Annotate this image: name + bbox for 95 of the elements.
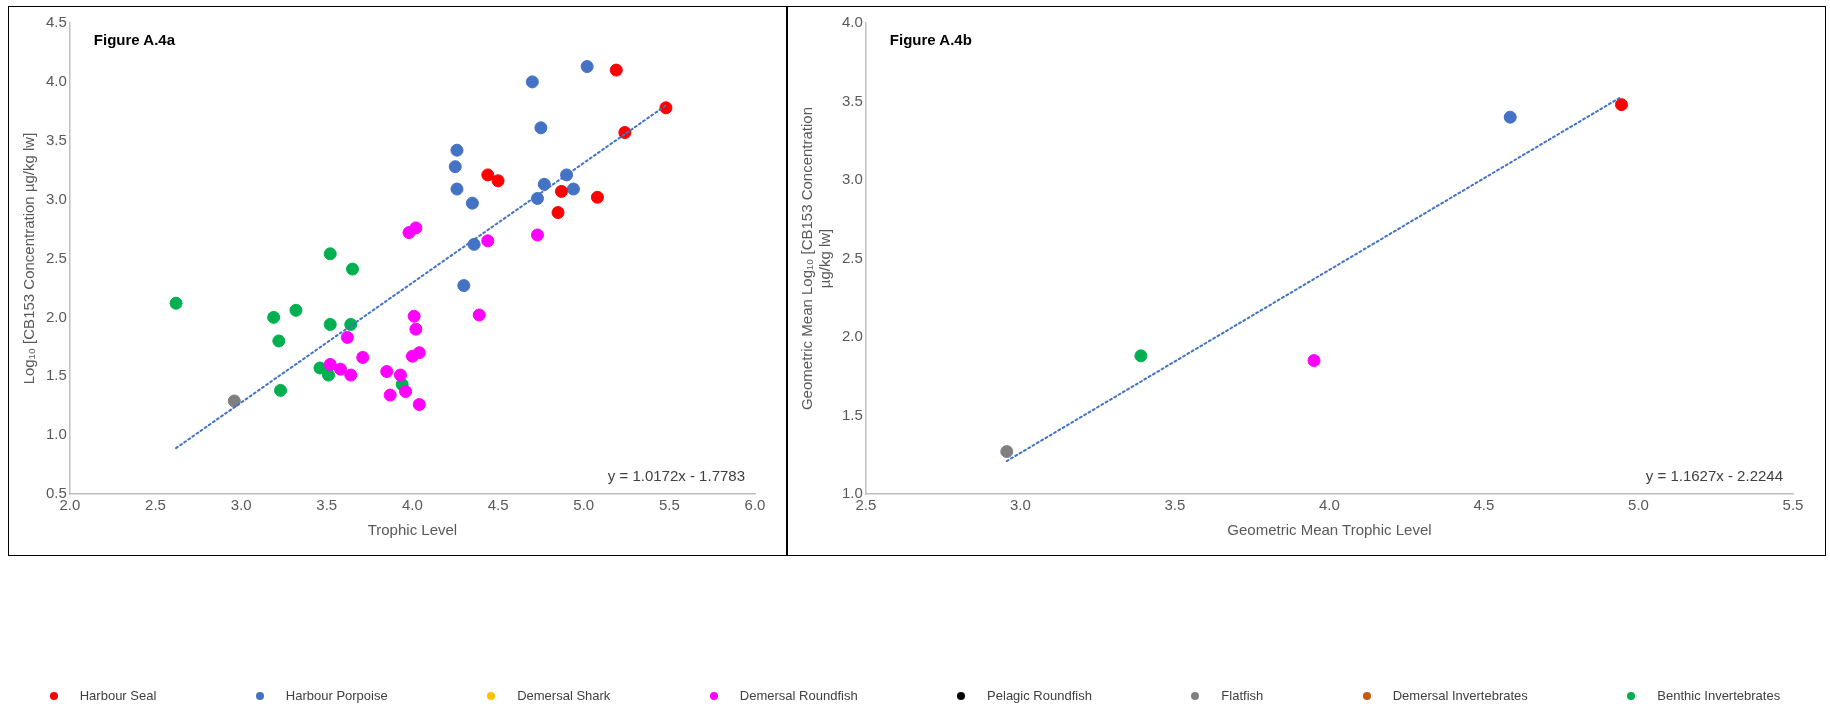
y-tick-label: 4.0 bbox=[45, 72, 67, 90]
legend-label: Harbour Seal bbox=[79, 688, 157, 703]
point bbox=[356, 350, 370, 364]
point bbox=[407, 309, 421, 323]
point bbox=[393, 368, 407, 382]
legend-label: Harbour Porpoise bbox=[285, 688, 388, 703]
point bbox=[399, 385, 413, 399]
point bbox=[323, 247, 337, 261]
point bbox=[345, 262, 359, 276]
x-axis-title: Trophic Level bbox=[367, 521, 458, 539]
point bbox=[289, 303, 303, 317]
x-tick-label: 3.0 bbox=[1009, 496, 1031, 514]
text: Figure A.4a bbox=[93, 30, 176, 48]
point bbox=[169, 296, 183, 310]
point bbox=[333, 362, 347, 376]
y-tick-label: 3.0 bbox=[45, 189, 67, 207]
x-axis-title: Geometric Mean Trophic Level bbox=[1227, 521, 1432, 539]
point bbox=[1134, 349, 1148, 363]
point bbox=[465, 196, 479, 210]
point bbox=[537, 177, 551, 191]
x-tick-label: 4.5 bbox=[487, 496, 509, 514]
y-tick-label: 1.5 bbox=[45, 366, 67, 384]
point bbox=[344, 368, 358, 382]
legend-label: Benthic Invertebrates bbox=[1657, 688, 1781, 703]
x-tick-label: 5.0 bbox=[573, 496, 595, 514]
y-tick-label: 2.5 bbox=[841, 248, 863, 266]
point bbox=[551, 206, 565, 220]
point bbox=[566, 182, 580, 196]
x-tick-label: 6.0 bbox=[744, 496, 766, 514]
point bbox=[448, 160, 462, 174]
point bbox=[457, 279, 471, 293]
point bbox=[274, 383, 288, 397]
point bbox=[340, 330, 354, 344]
point bbox=[1503, 110, 1517, 124]
point bbox=[383, 388, 397, 402]
point bbox=[227, 394, 241, 408]
point bbox=[530, 228, 544, 242]
annotation: y = 1.1627x - 2.2244 bbox=[1645, 466, 1783, 484]
y-tick-label: 3.5 bbox=[45, 130, 67, 148]
point bbox=[412, 346, 426, 360]
legend-label: Flatfish bbox=[1221, 688, 1264, 703]
x-tick-label: 4.0 bbox=[402, 496, 423, 514]
point bbox=[1307, 354, 1321, 368]
point bbox=[467, 237, 481, 251]
point bbox=[525, 75, 539, 89]
x-tick-label: 5.5 bbox=[658, 496, 680, 514]
y-tick-label: 4.5 bbox=[45, 13, 67, 31]
point bbox=[481, 168, 495, 182]
point bbox=[481, 234, 495, 248]
y-tick-label: 2.5 bbox=[45, 248, 67, 266]
point bbox=[609, 63, 623, 77]
y-tick-label: 1.5 bbox=[841, 405, 863, 423]
point bbox=[380, 365, 394, 379]
x-tick-label: 4.0 bbox=[1319, 496, 1340, 514]
x-tick-label: 4.5 bbox=[1473, 496, 1495, 514]
point bbox=[409, 221, 423, 235]
point bbox=[267, 310, 281, 324]
y-tick-label: 2.0 bbox=[45, 307, 67, 325]
point bbox=[409, 322, 423, 336]
annotation: y = 1.0172x - 1.7783 bbox=[607, 466, 745, 484]
x-tick-label: 5.5 bbox=[1782, 496, 1804, 514]
x-tick-label: 5.0 bbox=[1628, 496, 1649, 514]
point bbox=[554, 184, 568, 198]
point bbox=[530, 191, 544, 205]
y-axis-title: Log₁₀ [CB153 Concentration µg/kg lw] bbox=[20, 132, 38, 385]
y-tick-label: 3.5 bbox=[841, 91, 863, 109]
legend-label: Pelagic Roundfish bbox=[987, 688, 1092, 703]
point bbox=[272, 334, 286, 348]
y-tick-label: 1.0 bbox=[45, 425, 67, 443]
x-tick-label: 3.0 bbox=[230, 496, 252, 514]
x-tick-label: 2.5 bbox=[145, 496, 166, 514]
x-tick-label: 3.5 bbox=[316, 496, 338, 514]
x-tick-label: 3.5 bbox=[1164, 496, 1186, 514]
legend-label: Demersal Invertebrates bbox=[1392, 688, 1528, 703]
y-tick-label: 4.0 bbox=[841, 13, 863, 31]
legend-label: Demersal Roundfish bbox=[739, 688, 858, 703]
point bbox=[1614, 98, 1628, 112]
point bbox=[491, 174, 505, 188]
point bbox=[534, 121, 548, 135]
point bbox=[322, 368, 335, 382]
y-tick-label: 3.0 bbox=[841, 170, 863, 188]
point bbox=[412, 398, 426, 412]
point bbox=[472, 308, 486, 322]
point bbox=[450, 182, 464, 196]
y-axis-title: Geometric Mean Log₁₀ [CB153 Concentration µg/kg lw] bbox=[798, 106, 834, 411]
point bbox=[1000, 445, 1014, 459]
point bbox=[323, 317, 337, 331]
point bbox=[450, 143, 464, 157]
point bbox=[590, 190, 604, 204]
text: Figure A.4b bbox=[889, 30, 972, 48]
legend-label: Demersal Shark bbox=[517, 688, 611, 703]
point bbox=[659, 101, 673, 115]
point bbox=[323, 357, 337, 371]
point bbox=[580, 60, 594, 74]
y-tick-label: 2.0 bbox=[841, 327, 863, 345]
